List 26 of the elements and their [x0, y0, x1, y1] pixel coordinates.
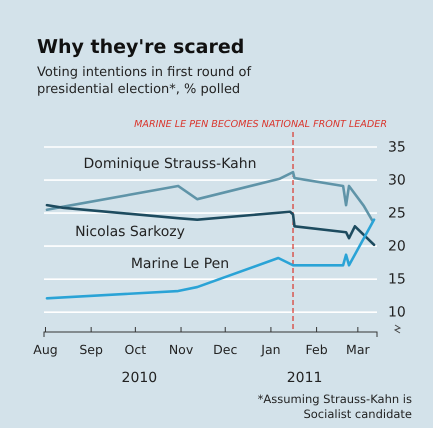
x-tick-label: Nov: [168, 342, 194, 357]
y-tick-label: 25: [388, 206, 406, 222]
y-tick-label: 15: [388, 272, 406, 288]
y-tick-label: 20: [388, 238, 406, 255]
x-tick-label: Oct: [124, 342, 146, 357]
y-tick-label: 35: [388, 139, 406, 156]
series-label: Marine Le Pen: [130, 256, 230, 272]
line-series: [46, 170, 374, 222]
series-label: Dominique Strauss-Kahn: [84, 156, 256, 172]
x-tick-label: Mar: [346, 342, 370, 357]
line-series: [46, 204, 376, 246]
chart-title: Why they're scared: [37, 36, 244, 58]
y-tick-label: 10: [388, 304, 406, 321]
series-label: Nicolas Sarkozy: [75, 224, 185, 240]
ref-line-label: MARINE LE PEN BECOMES NATIONAL FRONT LEADER: [134, 119, 387, 130]
x-tick-label: Aug: [33, 342, 58, 357]
x-tick-label: Jan: [260, 342, 281, 357]
y-tick-label: 30: [388, 172, 406, 189]
x-tick-label: Dec: [213, 342, 238, 357]
x-tick-label: Sep: [79, 342, 103, 357]
text: 2011: [286, 370, 322, 386]
text: *Assuming Strauss-Kahn is Socialist candidate: [258, 392, 412, 421]
x-tick-label: Feb: [306, 342, 328, 357]
chart-subtitle: Voting intentions in first round of presidential election*, % polled: [37, 65, 252, 97]
line-series: [46, 218, 376, 300]
text: 2010: [122, 370, 158, 386]
